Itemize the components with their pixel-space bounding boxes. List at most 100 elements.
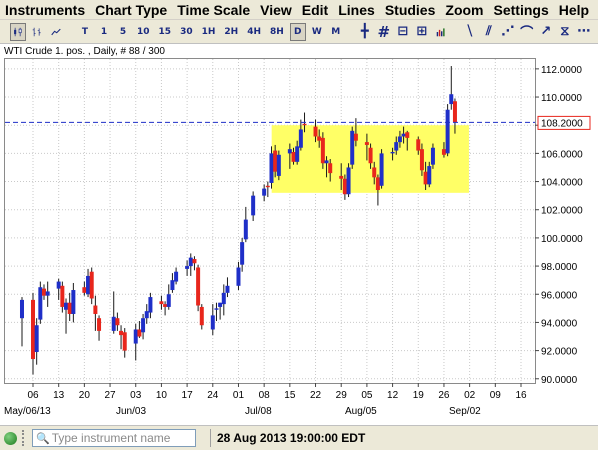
- status-separator: [210, 429, 211, 447]
- timeframe-button-8h[interactable]: 8H: [269, 26, 284, 37]
- candle-up: [34, 325, 39, 353]
- candle-up: [133, 329, 138, 344]
- ray-tool-icon[interactable]: ↗: [540, 24, 552, 39]
- candle-down: [291, 151, 296, 162]
- candle-down: [67, 302, 72, 314]
- x-tick-label: 02: [464, 390, 476, 401]
- chart-caption: WTI Crude 1. pos. , Daily, # 88 / 300: [4, 46, 165, 57]
- timeframe-button-5[interactable]: 5: [119, 26, 127, 37]
- menu-zoom[interactable]: Zoom: [445, 1, 484, 18]
- cycle-tool-icon[interactable]: ⧖: [560, 24, 570, 39]
- menu-view[interactable]: View: [260, 1, 292, 18]
- channel-tool-icon[interactable]: ⫽: [485, 24, 492, 39]
- candle-up: [394, 142, 399, 151]
- candle-up: [141, 318, 146, 333]
- volume-icon[interactable]: [433, 23, 449, 41]
- timeframe-button-30[interactable]: 30: [180, 26, 193, 37]
- x-tick-label: 03: [130, 390, 142, 401]
- candle-up: [240, 242, 245, 265]
- x-tick-label: 09: [490, 390, 502, 401]
- candle-up: [269, 153, 274, 183]
- candle-up: [298, 129, 303, 148]
- candle-up: [38, 287, 43, 320]
- timeframe-button-d[interactable]: D: [289, 22, 306, 41]
- menu-studies[interactable]: Studies: [384, 1, 436, 18]
- timeframe-button-t[interactable]: T: [81, 26, 89, 37]
- candle-up: [45, 291, 50, 296]
- candle-down: [199, 306, 204, 326]
- candle-down: [97, 318, 102, 331]
- zoom-out-icon[interactable]: ⊟: [397, 24, 409, 39]
- bar-chart-icon[interactable]: [29, 23, 45, 41]
- x-tick-label: 24: [207, 390, 219, 401]
- timeframe-button-15[interactable]: 15: [158, 26, 172, 37]
- candle-up: [236, 267, 241, 286]
- timeframe-button-1[interactable]: 1: [100, 26, 108, 37]
- candle-up: [225, 285, 230, 293]
- grid-icon[interactable]: #: [377, 22, 391, 41]
- candle-down: [163, 304, 168, 307]
- candle-up: [251, 195, 256, 216]
- trendline-tool-icon[interactable]: ⧹: [467, 24, 472, 39]
- zoom-in-icon[interactable]: ⊞: [416, 24, 428, 39]
- menu-time-scale[interactable]: Time Scale: [177, 1, 251, 18]
- y-tick-label: 104.0000: [541, 178, 583, 189]
- timeframe-button-w[interactable]: W: [311, 26, 322, 37]
- candle-up: [295, 146, 300, 162]
- x-tick-label: 05: [361, 390, 373, 401]
- candle-down: [419, 149, 424, 171]
- timeframe-button-2h[interactable]: 2H: [224, 26, 239, 37]
- fan-tool-icon[interactable]: ⋰: [501, 24, 515, 39]
- status-datetime: 28 Aug 2013 19:00:00 EDT: [217, 431, 366, 445]
- menu-chart-type[interactable]: Chart Type: [95, 1, 168, 18]
- x-tick-label: 26: [438, 390, 450, 401]
- y-tick-label: 106.0000: [541, 149, 583, 160]
- candle-down: [339, 175, 344, 179]
- instrument-search-input[interactable]: [51, 430, 192, 446]
- line-chart-icon[interactable]: [48, 23, 64, 41]
- candle-down: [441, 149, 446, 155]
- menu-lines[interactable]: Lines: [338, 1, 375, 18]
- timeframe-button-4h[interactable]: 4H: [247, 26, 261, 37]
- candlestick-chart-icon[interactable]: [10, 22, 26, 41]
- candle-up: [401, 133, 406, 137]
- status-bar: 🔍 28 Aug 2013 19:00:00 EDT: [0, 425, 598, 450]
- candle-down: [313, 126, 318, 137]
- y-tick-label: 92.0000: [541, 347, 578, 358]
- candle-down: [119, 330, 124, 336]
- candle-down: [60, 285, 65, 307]
- candle-up: [379, 153, 384, 186]
- candlestick-chart: 06 13 20 27 03 10 17 24 01 08 15 22 29 05 12 19 26 02 09 16…: [4, 59, 591, 417]
- candle-up: [144, 311, 149, 319]
- timeframe-button-10[interactable]: 10: [137, 26, 150, 37]
- x-tick-label: 29: [336, 390, 348, 401]
- candle-down: [192, 259, 197, 264]
- candle-up: [185, 266, 190, 269]
- candle-up: [188, 257, 193, 267]
- candle-up: [445, 109, 450, 154]
- candle-down: [353, 133, 358, 141]
- connection-status-icon: [4, 431, 17, 445]
- x-tick-label: 19: [413, 390, 425, 401]
- more-tools-icon[interactable]: ⋯: [577, 24, 591, 39]
- candle-up: [427, 166, 432, 185]
- candle-down: [364, 142, 369, 145]
- x-tick-label: 08: [259, 390, 271, 401]
- menu-edit[interactable]: Edit: [301, 1, 329, 18]
- menu-settings[interactable]: Settings: [493, 1, 549, 18]
- candle-up: [243, 219, 248, 240]
- candle-down: [122, 332, 127, 351]
- candle-down: [115, 318, 120, 326]
- menu-help[interactable]: Help: [558, 1, 590, 18]
- grip-handle[interactable]: [22, 430, 28, 446]
- candle-up: [397, 136, 402, 143]
- timeframe-button-1h[interactable]: 1H: [201, 26, 216, 37]
- arc-tool-icon[interactable]: ⌒: [520, 26, 534, 41]
- menu-instruments[interactable]: Instruments: [5, 1, 86, 18]
- instrument-search-box[interactable]: 🔍: [32, 429, 196, 447]
- x-tick-label: 16: [515, 390, 527, 401]
- x-tick-label: 22: [310, 390, 322, 401]
- timeframe-button-m[interactable]: M: [331, 26, 341, 37]
- crosshair-icon[interactable]: ╋: [360, 24, 369, 39]
- search-icon: 🔍: [36, 432, 50, 445]
